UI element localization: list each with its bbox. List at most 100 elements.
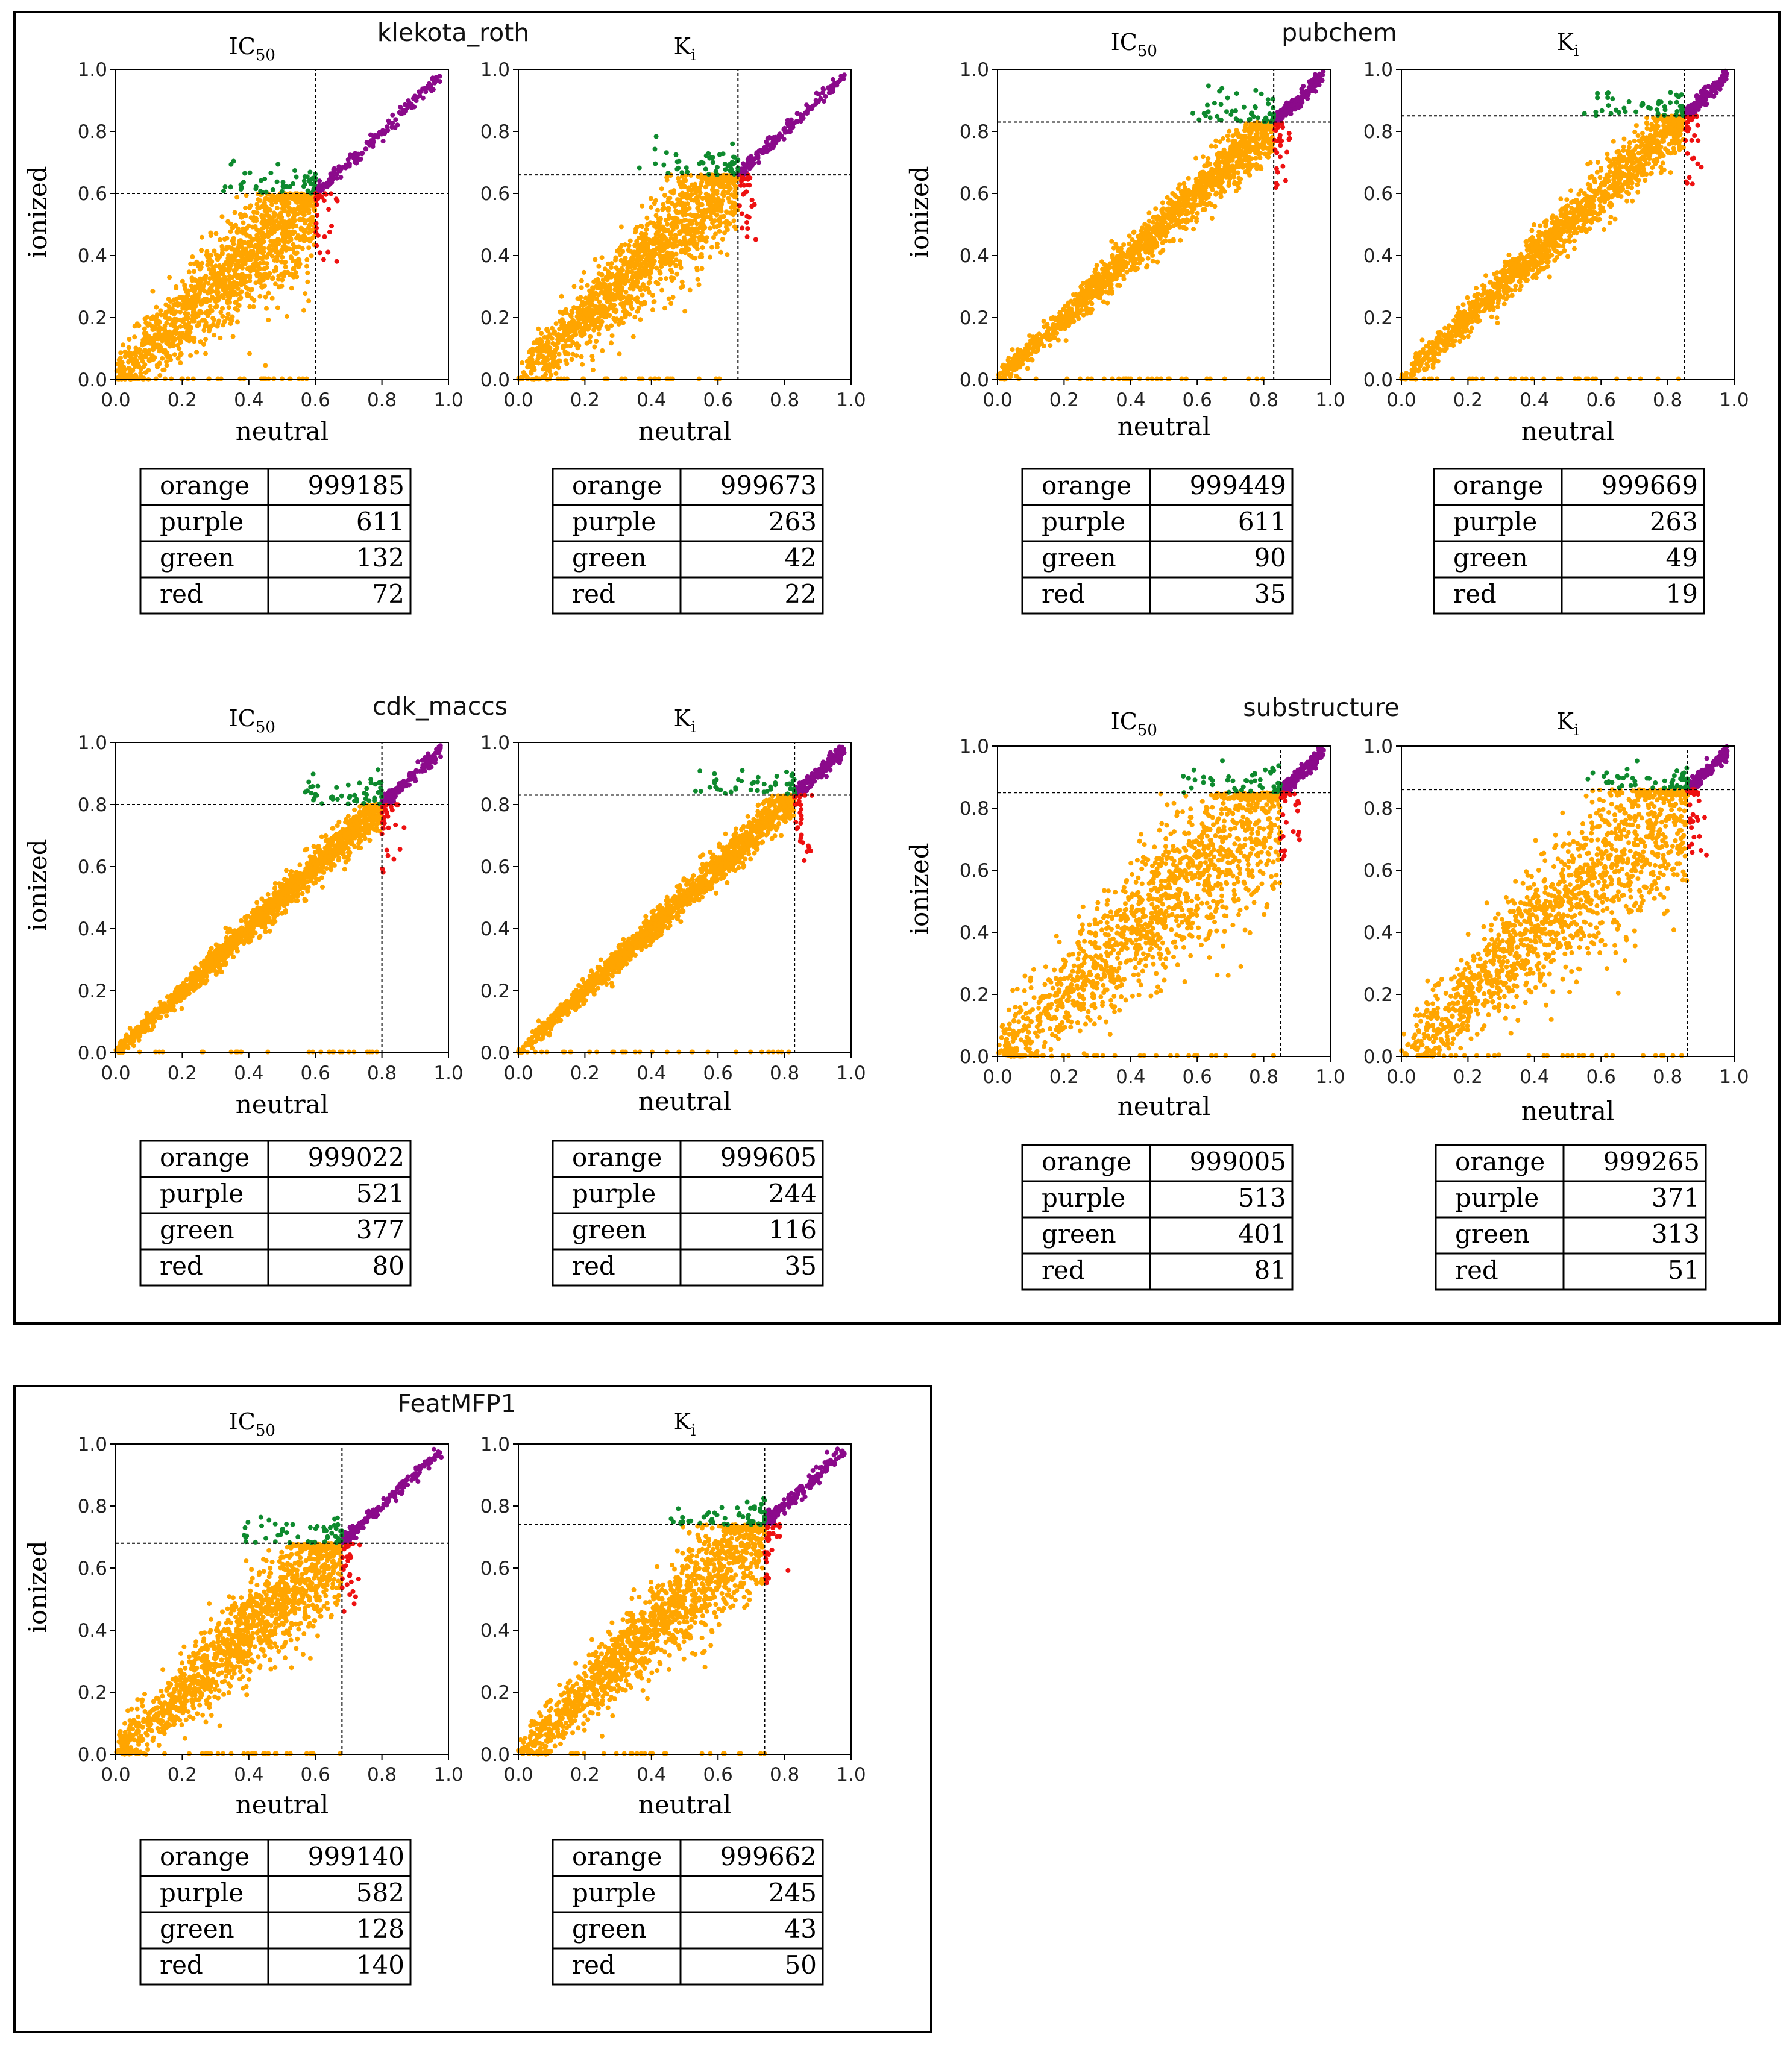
point-orange — [209, 262, 213, 267]
point-orange — [550, 326, 555, 331]
point-orange — [137, 377, 142, 381]
point-orange — [684, 245, 689, 249]
point-orange — [239, 280, 244, 284]
point-orange — [600, 348, 605, 353]
point-orange — [650, 293, 655, 298]
point-orange — [631, 257, 636, 262]
point-orange — [240, 245, 245, 250]
point-orange — [731, 218, 736, 223]
point-orange — [542, 335, 547, 340]
point-orange — [165, 354, 170, 359]
point-orange — [674, 252, 679, 257]
point-orange — [277, 284, 281, 289]
point-orange — [135, 321, 140, 326]
point-orange — [220, 314, 225, 319]
point-orange — [1146, 226, 1151, 231]
y-tick-label: 0.0 — [78, 369, 107, 391]
point-orange — [623, 300, 628, 305]
point-orange — [158, 345, 163, 350]
point-orange — [677, 230, 682, 234]
point-orange — [671, 188, 676, 193]
point-orange — [1121, 252, 1126, 257]
point-orange — [242, 377, 247, 381]
point-orange — [174, 286, 178, 290]
point-orange — [693, 256, 697, 261]
point-orange — [209, 271, 213, 276]
point-orange — [1231, 151, 1236, 155]
point-orange — [669, 236, 674, 240]
point-orange — [623, 314, 628, 319]
point-orange — [692, 213, 697, 218]
point-orange — [305, 271, 310, 275]
point-green — [685, 169, 690, 174]
point-orange — [679, 242, 684, 247]
point-orange — [619, 266, 624, 271]
point-orange — [301, 308, 306, 313]
point-orange — [186, 377, 190, 381]
point-orange — [664, 243, 668, 248]
group-title: klekota_roth — [377, 18, 530, 47]
point-purple — [405, 105, 410, 110]
point-orange — [289, 237, 294, 242]
point-green — [723, 162, 728, 166]
table-cell-value: 999185 — [308, 471, 404, 500]
point-orange — [245, 266, 250, 271]
point-orange — [127, 337, 131, 342]
point-orange — [617, 351, 622, 356]
point-orange — [1190, 204, 1195, 209]
point-orange — [1181, 181, 1186, 186]
point-orange — [560, 317, 565, 322]
point-orange — [642, 266, 647, 271]
point-purple — [338, 175, 343, 180]
point-orange — [231, 242, 236, 246]
point-orange — [644, 216, 649, 221]
point-orange — [221, 277, 226, 282]
point-orange — [659, 186, 664, 191]
point-orange — [1150, 226, 1155, 231]
point-orange — [251, 210, 256, 215]
point-orange — [185, 294, 190, 299]
point-orange — [296, 257, 301, 262]
point-orange — [1168, 198, 1173, 202]
point-orange — [242, 257, 247, 262]
point-orange — [654, 232, 659, 237]
point-purple — [336, 164, 341, 169]
point-orange — [725, 227, 730, 232]
point-orange — [283, 265, 288, 269]
point-orange — [1097, 276, 1102, 281]
point-orange — [1043, 332, 1048, 337]
point-orange — [600, 255, 605, 260]
point-purple — [381, 139, 386, 143]
point-orange — [640, 237, 645, 242]
point-orange — [681, 207, 685, 212]
point-orange — [167, 330, 172, 334]
point-orange — [699, 252, 704, 257]
point-orange — [661, 202, 665, 207]
point-orange — [612, 282, 617, 287]
point-purple — [354, 152, 359, 157]
point-orange — [272, 195, 277, 199]
point-purple — [406, 98, 411, 103]
point-orange — [657, 248, 662, 253]
point-orange — [1247, 133, 1252, 137]
point-orange — [621, 295, 626, 300]
point-red — [742, 183, 747, 188]
point-orange — [1116, 377, 1121, 381]
point-orange — [281, 194, 286, 199]
point-orange — [647, 281, 652, 286]
point-orange — [1102, 262, 1107, 267]
point-green — [684, 165, 689, 170]
point-orange — [192, 293, 197, 298]
point-orange — [583, 312, 588, 316]
point-orange — [635, 225, 640, 230]
point-orange — [636, 269, 641, 274]
point-orange — [282, 260, 287, 265]
point-orange — [638, 248, 643, 253]
point-orange — [204, 249, 209, 254]
point-orange — [224, 247, 228, 252]
point-orange — [203, 274, 208, 278]
point-orange — [1181, 218, 1186, 223]
point-orange — [1035, 348, 1040, 353]
point-orange — [1133, 268, 1138, 272]
point-orange — [192, 262, 196, 266]
